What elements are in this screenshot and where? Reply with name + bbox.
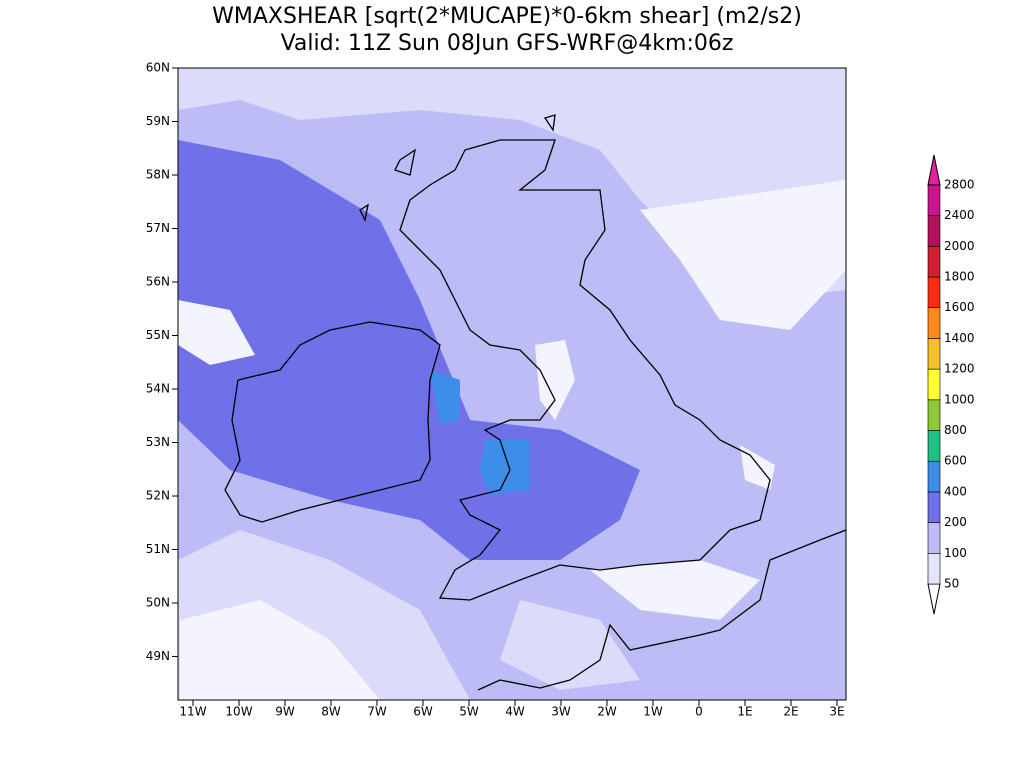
colorbar-box [927,338,941,370]
lon-label: 1E [737,705,752,719]
lon-label: 4W [505,705,525,719]
lon-label: 6W [413,705,433,719]
colorbar-label: 1400 [944,331,975,345]
lat-label: 59N [146,114,170,128]
colorbar-box [927,552,941,585]
colorbar-label: 200 [944,515,967,529]
coastlines [224,114,846,691]
colorbar-box [927,430,941,462]
colorbar-box [927,307,941,339]
lon-label: 0 [695,705,703,719]
colorbar-label: 1800 [944,270,975,284]
colorbar-box [927,399,941,431]
lon-label: 2W [597,705,617,719]
colorbar-label: 600 [944,454,967,468]
colorbar-label: 800 [944,423,967,437]
field-light [500,600,640,690]
colorbar-box [927,491,941,523]
lat-label: 58N [146,168,170,182]
coast-france [477,529,846,691]
colorbar-box [927,522,941,554]
colorbar-box [927,246,941,278]
lat-label: 56N [146,275,170,289]
colorbar-label: 1600 [944,300,975,314]
field-white [590,560,760,620]
colorbar-box [927,276,941,309]
colorbar-high-arrow [927,154,941,186]
lon-label: 9W [275,705,295,719]
lat-label: 57N [146,221,170,235]
lon-label: 1W [643,705,663,719]
lon-label: 3W [551,705,571,719]
colorbar-label: 2400 [944,208,975,222]
coast-ireland [224,321,441,523]
colorbar-label: 100 [944,546,967,560]
map-frame [177,67,847,701]
lon-label: 7W [367,705,387,719]
colorbar-box [927,368,941,401]
colorbar-box [927,215,941,247]
title: WMAXSHEAR [sqrt(2*MUCAPE)*0-6km shear] (… [212,4,802,29]
map-field [178,68,846,700]
colorbar-label: 50 [944,577,959,591]
field-white [535,340,775,490]
lon-label: 10W [225,705,252,719]
lat-label: 50N [146,596,170,610]
colorbar-low-arrow [927,583,941,615]
lat-label: 55N [146,328,170,342]
lon-label: 5W [459,705,479,719]
subtitle: Valid: 11Z Sun 08Jun GFS-WRF@4km:06z [281,31,734,56]
lat-label: 51N [146,542,170,556]
lon-label: 3E [829,705,844,719]
field-light [178,68,846,300]
field-white [640,180,846,330]
colorbar-box [927,460,941,493]
colorbar-label: 1000 [944,392,975,406]
lat-label: 53N [146,435,170,449]
field-white [180,600,380,700]
lat-label: 49N [146,649,170,663]
colorbar-label: 1200 [944,362,975,376]
lon-label: 11W [179,705,206,719]
lon-label: 2E [783,705,798,719]
field-white [178,300,255,365]
colorbar-label: 400 [944,484,967,498]
lat-label: 52N [146,489,170,503]
colorbar-label: 2800 [944,177,975,191]
lat-label: 54N [146,382,170,396]
field-blue [430,370,530,495]
lon-label: 8W [321,705,341,719]
colorbar-box [927,184,941,216]
coast-great-britain [399,139,771,601]
lat-label: 60N [146,61,170,75]
colorbar-label: 2000 [944,239,975,253]
coast-islands [359,114,556,222]
